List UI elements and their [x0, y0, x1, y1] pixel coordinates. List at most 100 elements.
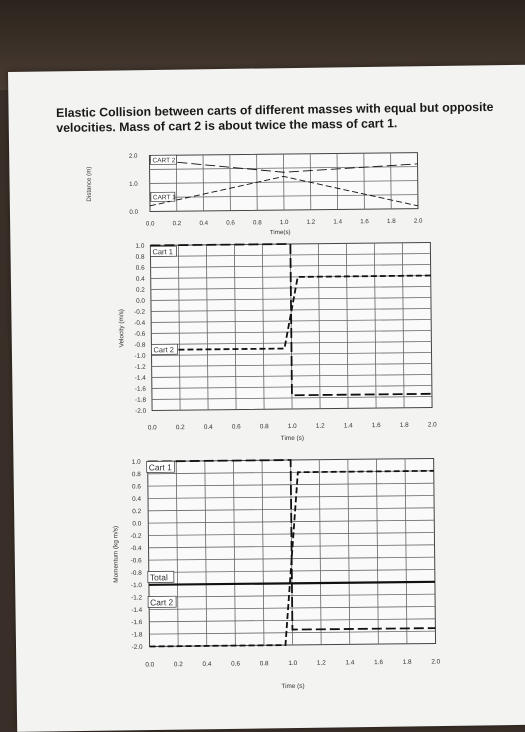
velocity-legend-box — [151, 343, 178, 355]
velocity-xtick-label: 1.0 — [288, 423, 297, 430]
distance-xtick-label: 0.6 — [226, 220, 235, 227]
velocity-legend-label: Cart 1 — [152, 247, 173, 256]
momentum-gridline-v — [376, 459, 379, 645]
velocity-gridline-v — [373, 243, 377, 409]
velocity-yaxis-label: Velocity (m/s) — [118, 309, 125, 347]
momentum-legend-box — [147, 595, 177, 608]
momentum-legend-box — [147, 570, 175, 583]
distance-xtick-label: 1.0 — [280, 219, 289, 226]
momentum-xtick-label: 1.0 — [288, 660, 297, 667]
distance-series-cart-2 — [149, 159, 418, 173]
velocity-xtick-label: 0.0 — [148, 424, 157, 431]
charts-canvas: 0.0 1.0 2.0 0.0 0.2 0.4 0.6 0.8 1.0 1.2 1.4 1.6 1.8 2… — [86, 152, 441, 690]
velocity-ytick-label: 0.6 — [136, 265, 145, 272]
momentum-gridline-h — [149, 593, 436, 598]
distance-gridline-h — [149, 194, 418, 198]
momentum-ytick-label: 0.6 — [132, 483, 141, 490]
velocity-ytick-label: -1.0 — [134, 353, 146, 360]
momentum-ytick-label: 0.2 — [132, 508, 141, 515]
momentum-gridline-v — [233, 460, 236, 646]
distance-legend-box — [150, 154, 177, 165]
momentum-xtick-label: 0.0 — [145, 661, 154, 668]
velocity-ytick-label: 0.0 — [136, 298, 145, 305]
velocity-gridline-h — [150, 253, 431, 257]
momentum-legend-box — [146, 460, 176, 473]
momentum-gridline-v — [204, 460, 208, 646]
velocity-gridline-h — [151, 352, 432, 356]
velocity-ytick-label: -2.0 — [135, 408, 147, 415]
velocity-gridline-h — [150, 297, 431, 301]
momentum-series-cart-2 — [149, 469, 434, 648]
velocity-legend-label: Cart 2 — [153, 345, 174, 354]
momentum-xtick-label: 2.0 — [431, 658, 440, 665]
velocity-gridline-v — [289, 243, 293, 409]
momentum-ytick-label: 1.0 — [132, 459, 141, 466]
velocity-ytick-label: -0.2 — [134, 309, 146, 316]
velocity-ytick-label: -0.4 — [134, 320, 146, 327]
velocity-ytick-label: -1.6 — [135, 386, 147, 393]
distance-ytick-label: 1.0 — [129, 181, 138, 188]
momentum-ytick-label: 0.0 — [132, 520, 141, 527]
distance-xtick-label: 1.8 — [387, 218, 396, 225]
velocity-xtick-label: 0.2 — [176, 424, 185, 431]
velocity-legend-box — [150, 245, 177, 257]
momentum-xaxis-label: Time (s) — [281, 683, 304, 690]
distance-xaxis-label: Time(s) — [270, 229, 291, 236]
velocity-gridline-v — [345, 243, 349, 409]
distance-xtick-label: 0.2 — [173, 220, 182, 227]
velocity-ytick-label: 1.0 — [135, 243, 144, 250]
distance-legend-box — [150, 191, 176, 202]
momentum-ytick-label: -1.2 — [131, 594, 143, 601]
distance-xtick-label: 1.4 — [333, 218, 342, 225]
momentum-gridline-v — [404, 458, 408, 644]
velocity-series-cart-2 — [151, 274, 431, 351]
velocity-ytick-label: -1.8 — [135, 397, 147, 404]
velocity-ytick-label: 0.8 — [136, 254, 145, 261]
distance-xtick-label: 0.8 — [253, 219, 262, 226]
momentum-xtick-label: 1.6 — [374, 659, 383, 666]
velocity-xtick-label: 0.6 — [232, 424, 241, 431]
momentum-ytick-label: -0.6 — [131, 557, 143, 564]
momentum-ytick-label: -1.8 — [131, 631, 143, 638]
momentum-xtick-label: 1.2 — [317, 660, 326, 667]
velocity-gridline-v — [205, 244, 209, 410]
distance-ytick-label: 2.0 — [129, 153, 138, 160]
velocity-gridline-v — [317, 243, 321, 409]
velocity-xtick-label: 2.0 — [428, 421, 437, 428]
velocity-xtick-label: 0.8 — [260, 423, 269, 430]
momentum-ytick-label: 0.4 — [132, 496, 141, 503]
velocity-xtick-label: 1.2 — [316, 423, 325, 430]
momentum-gridline-v — [261, 460, 265, 646]
velocity-ytick-label: 0.4 — [136, 276, 145, 283]
chart-velocity: 1.0 0.8 0.6 0.4 0.2 0.0 -0.2 -0.4 -0.6 -0.8 -1.0 -1… — [118, 242, 437, 442]
momentum-xtick-label: 0.6 — [231, 661, 240, 668]
distance-legend-label: CART 1 — [153, 194, 176, 201]
velocity-xtick-label: 1.8 — [400, 422, 409, 429]
velocity-ytick-label: -0.6 — [134, 331, 146, 338]
momentum-legend-label: Cart 1 — [149, 462, 173, 472]
velocity-gridline-v — [177, 245, 181, 411]
momentum-ytick-label: -2.0 — [132, 644, 144, 651]
velocity-ytick-label: -1.2 — [135, 364, 147, 371]
chart-momentum: 1.0 0.8 0.6 0.4 0.2 0.0 -0.2 -0.4 -0.6 -0.8 -1.0 -1… — [112, 457, 441, 690]
momentum-series-cart-1 — [147, 459, 436, 631]
distance-xtick-label: 1.2 — [307, 219, 316, 226]
momentum-yaxis-label: Momentum (kg m/s) — [112, 526, 120, 583]
momentum-ytick-label: -0.4 — [130, 545, 142, 552]
velocity-ytick-label: -0.8 — [134, 342, 146, 349]
momentum-gridline-h — [147, 482, 434, 487]
distance-gridline-h — [149, 180, 418, 184]
momentum-ytick-label: -0.8 — [131, 570, 143, 577]
momentum-gridline-h — [148, 495, 435, 499]
momentum-xtick-label: 1.8 — [403, 659, 412, 666]
distance-xtick-label: 0.4 — [199, 220, 208, 227]
momentum-gridline-v — [175, 461, 179, 647]
momentum-ytick-label: -1.4 — [131, 607, 143, 614]
distance-ytick-label: 0.0 — [129, 209, 138, 216]
velocity-ytick-label: -1.4 — [135, 375, 147, 382]
momentum-ytick-label: 0.8 — [132, 471, 141, 478]
velocity-series-cart-1 — [150, 243, 432, 397]
distance-yaxis-label: Distance (m) — [86, 167, 93, 202]
momentum-legend-label: Cart 2 — [150, 597, 174, 607]
momentum-xtick-label: 0.2 — [174, 661, 183, 668]
